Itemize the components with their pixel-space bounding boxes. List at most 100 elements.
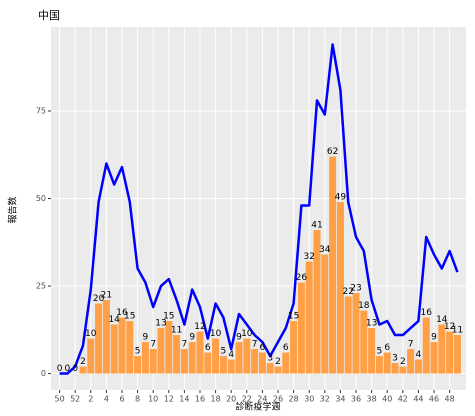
x-tick-label: 40 xyxy=(382,395,392,404)
bar xyxy=(297,282,305,374)
bar xyxy=(375,356,383,374)
data-label: 15 xyxy=(163,312,174,322)
data-label: 0 xyxy=(57,364,63,374)
bar xyxy=(453,335,461,374)
data-label: 0 xyxy=(72,364,78,374)
x-tick-label: 50 xyxy=(54,395,64,404)
data-label: 10 xyxy=(85,329,97,339)
bar xyxy=(173,335,181,374)
chart-title: 中国 xyxy=(38,9,60,22)
data-label: 13 xyxy=(155,319,166,329)
bar xyxy=(102,300,110,374)
x-tick-label: 14 xyxy=(179,395,189,404)
data-label: 9 xyxy=(431,333,437,343)
bar xyxy=(329,156,337,374)
x-tick-label: 52 xyxy=(70,395,80,404)
bar xyxy=(95,303,103,374)
bar xyxy=(157,328,165,374)
data-label: 9 xyxy=(189,333,195,343)
data-label: 7 xyxy=(408,340,414,350)
bar xyxy=(180,349,188,374)
bar xyxy=(196,331,204,374)
bar xyxy=(313,230,321,374)
bar xyxy=(110,324,118,374)
bar xyxy=(141,342,149,374)
data-label: 20 xyxy=(93,294,105,304)
data-label: 4 xyxy=(228,350,234,360)
x-tick-label: 34 xyxy=(335,395,345,404)
y-tick-label: 25 xyxy=(36,282,46,291)
bar xyxy=(266,363,274,374)
data-label: 15 xyxy=(124,312,135,322)
bar xyxy=(204,352,212,374)
y-tick-label: 50 xyxy=(36,194,46,203)
x-tick-label: 10 xyxy=(148,395,158,404)
data-label: 5 xyxy=(221,347,227,357)
data-label: 14 xyxy=(108,315,120,325)
bar xyxy=(282,352,290,374)
bar xyxy=(134,356,142,374)
data-label: 49 xyxy=(335,193,347,203)
data-label: 12 xyxy=(194,322,205,332)
x-axis-label: 診断疫学週 xyxy=(235,401,280,413)
data-label: 14 xyxy=(436,315,448,325)
bar xyxy=(290,321,298,374)
x-tick-label: 12 xyxy=(164,395,174,404)
data-label: 22 xyxy=(342,287,353,297)
data-label: 6 xyxy=(283,343,289,353)
bar xyxy=(212,338,220,374)
bar xyxy=(344,296,352,374)
bar xyxy=(430,342,438,374)
bar xyxy=(243,338,251,374)
bar xyxy=(251,349,259,374)
x-tick-label: 44 xyxy=(413,395,423,404)
bar xyxy=(118,317,126,374)
bar xyxy=(258,352,266,374)
bar xyxy=(227,359,235,374)
bar xyxy=(149,349,157,374)
data-label: 6 xyxy=(260,343,266,353)
bar xyxy=(336,202,344,374)
data-label: 18 xyxy=(358,301,370,311)
data-label: 6 xyxy=(205,343,211,353)
bar xyxy=(414,359,422,374)
x-tick-label: 42 xyxy=(398,395,408,404)
bar xyxy=(235,342,243,374)
x-tick-label: 6 xyxy=(119,395,124,404)
data-label: 16 xyxy=(116,308,128,318)
data-label: 7 xyxy=(150,340,156,350)
data-label: 5 xyxy=(135,347,141,357)
data-label: 3 xyxy=(267,354,273,364)
bar xyxy=(87,338,95,374)
x-tick-label: 24 xyxy=(257,395,267,404)
bar xyxy=(368,328,376,374)
bar xyxy=(399,366,407,374)
data-label: 34 xyxy=(319,245,331,255)
data-label: 15 xyxy=(288,312,299,322)
data-label: 6 xyxy=(384,343,390,353)
bar xyxy=(305,261,313,374)
data-label: 10 xyxy=(241,329,253,339)
x-tick-label: 30 xyxy=(304,395,314,404)
x-tick-label: 32 xyxy=(320,395,330,404)
x-tick-label: 18 xyxy=(211,395,221,404)
x-tick-label: 48 xyxy=(445,395,455,404)
data-label: 2 xyxy=(275,357,281,367)
data-label: 21 xyxy=(101,291,112,301)
data-label: 12 xyxy=(444,322,455,332)
bar xyxy=(422,317,430,374)
data-label: 2 xyxy=(80,357,86,367)
y-tick-label: 75 xyxy=(36,107,46,116)
data-label: 7 xyxy=(182,340,188,350)
data-label: 9 xyxy=(143,333,149,343)
data-label: 2 xyxy=(400,357,406,367)
data-label: 32 xyxy=(303,252,314,262)
data-label: 16 xyxy=(420,308,432,318)
x-tick-label: 28 xyxy=(289,395,299,404)
y-axis-label: 報告数 xyxy=(7,196,19,223)
x-tick-label: 46 xyxy=(429,395,439,404)
bar xyxy=(274,366,282,374)
bar xyxy=(360,310,368,374)
x-tick-label: 22 xyxy=(242,395,252,404)
